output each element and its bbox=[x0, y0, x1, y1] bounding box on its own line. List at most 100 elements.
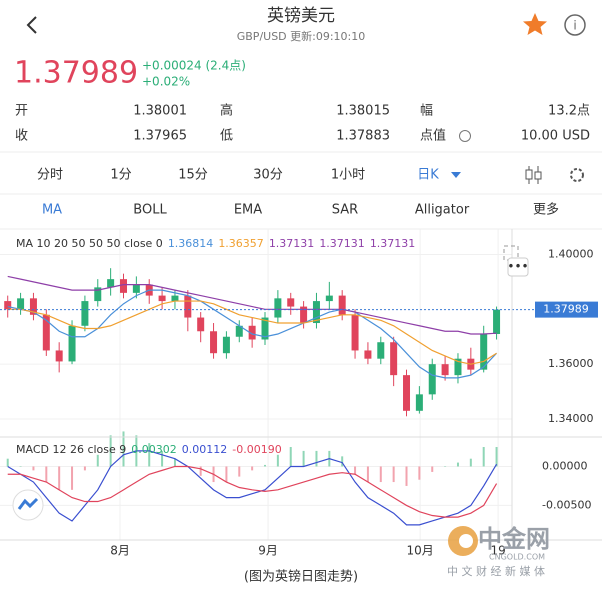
macd-bar bbox=[225, 466, 228, 483]
legend-value: 0.00112 bbox=[182, 443, 228, 456]
legend-value: 0.00302 bbox=[131, 443, 177, 456]
legend-value: 1.36814 bbox=[168, 237, 214, 250]
stat-value: 1.38015 bbox=[336, 104, 390, 119]
dropdown bbox=[451, 172, 461, 178]
candle-body bbox=[312, 301, 320, 324]
macd-bar bbox=[495, 447, 498, 467]
macd-bar bbox=[83, 466, 86, 471]
macd-bar bbox=[469, 458, 472, 467]
candle-body bbox=[390, 342, 398, 376]
candle-body bbox=[248, 325, 256, 340]
macd-bar bbox=[354, 466, 357, 475]
indicator-tab[interactable]: 更多 bbox=[533, 202, 559, 218]
indicator-tab[interactable]: MA bbox=[42, 203, 62, 218]
macd-bar bbox=[58, 466, 61, 490]
stat-value: 10.00 USD bbox=[521, 129, 590, 144]
stat-value: 1.38001 bbox=[133, 104, 187, 119]
macd-bar bbox=[148, 443, 151, 467]
legend: MACD 12 26 close 9 0.00302 0.00112 -0.00190 bbox=[16, 443, 282, 456]
candle-body bbox=[210, 331, 218, 354]
macd-bar bbox=[379, 466, 382, 483]
macd-bar bbox=[45, 466, 48, 483]
candle-body bbox=[17, 298, 25, 310]
caption: (图为英镑日图走势) bbox=[244, 569, 358, 585]
candle-body bbox=[428, 364, 436, 395]
watermark: 中金网 CNGOLD.COM 中 文 财 经 新 媒 体 bbox=[447, 525, 550, 578]
indicator-tab[interactable]: BOLL bbox=[133, 203, 167, 218]
price: 1.37989 bbox=[14, 56, 138, 91]
candle-body bbox=[4, 301, 12, 310]
indicators: MA BOLL EMA SAR Alligator 更多 bbox=[42, 202, 559, 218]
macd-bar bbox=[173, 458, 176, 467]
macd-bar bbox=[109, 435, 112, 467]
x-tick-label: 19 bbox=[490, 544, 505, 558]
tab[interactable]: 30分 bbox=[253, 168, 283, 183]
macd-bar bbox=[199, 466, 202, 476]
favorite[interactable] bbox=[523, 13, 547, 35]
tab[interactable]: 1小时 bbox=[331, 168, 365, 183]
macd-bar bbox=[238, 466, 241, 477]
x-tick-label: 8月 bbox=[110, 544, 130, 558]
macd-line bbox=[7, 450, 498, 526]
legend-value: 1.37131 bbox=[269, 237, 315, 250]
stat-value: 1.37883 bbox=[336, 129, 390, 144]
candle-body bbox=[132, 284, 140, 293]
y-tick-label: -0.00500 bbox=[542, 498, 591, 511]
y-tick-label: 1.34000 bbox=[548, 412, 594, 425]
indicator-tab[interactable]: EMA bbox=[234, 203, 262, 218]
macd-bar bbox=[122, 431, 125, 467]
percent: +0.02% bbox=[142, 75, 190, 89]
more-dots: ••• bbox=[507, 260, 528, 274]
settings[interactable] bbox=[570, 168, 584, 182]
ma-line bbox=[7, 275, 497, 335]
macd-bar bbox=[161, 450, 164, 467]
y-tick-label: 0.00000 bbox=[542, 459, 588, 472]
stat-label: 收 bbox=[15, 129, 28, 144]
macd-bar bbox=[456, 462, 459, 467]
info-icon bbox=[459, 130, 471, 142]
last-price-label: 1.37989 bbox=[543, 303, 589, 316]
candle-body bbox=[158, 295, 166, 302]
subtitle: GBP/USD 更新:09:10:10 bbox=[237, 29, 366, 43]
candle-body bbox=[377, 342, 385, 359]
tab[interactable]: 分时 bbox=[37, 168, 63, 183]
watermark-domain: CNGOLD.COM bbox=[489, 553, 545, 562]
logo bbox=[459, 534, 473, 548]
candle-body bbox=[222, 336, 230, 354]
candle-body bbox=[107, 279, 115, 288]
tab[interactable]: 15分 bbox=[178, 168, 208, 183]
back-button[interactable] bbox=[26, 16, 37, 34]
stat-label: 点值 bbox=[420, 128, 446, 144]
info-icon: i bbox=[573, 19, 576, 33]
watermark-slogan: 中 文 财 经 新 媒 体 bbox=[447, 564, 545, 578]
more-button[interactable] bbox=[507, 257, 529, 277]
legend-value: 1.37131 bbox=[319, 237, 365, 250]
stats: 开 1.38001 高 1.38015 幅 13.2点收 1.37965 低 1.37883 点值… bbox=[15, 103, 590, 144]
candle-body bbox=[325, 295, 333, 302]
candle-body bbox=[55, 350, 63, 362]
candle-body bbox=[119, 279, 127, 293]
x-tick-label: 9月 bbox=[258, 544, 278, 558]
macd-bar bbox=[289, 447, 292, 467]
macd-bar bbox=[431, 466, 434, 472]
ma-line bbox=[7, 300, 497, 365]
ma-line bbox=[7, 289, 498, 379]
candle-body bbox=[338, 295, 346, 315]
change: +0.00024 (2.4点) bbox=[142, 59, 246, 73]
candle-body bbox=[454, 358, 462, 376]
tab[interactable]: 1分 bbox=[110, 168, 131, 183]
stat-value: 1.37965 bbox=[133, 129, 187, 144]
info-button[interactable] bbox=[564, 14, 586, 36]
y-tick-label: 1.36000 bbox=[548, 357, 594, 370]
candle-body bbox=[42, 314, 50, 351]
indicator-tab[interactable]: Alligator bbox=[415, 203, 470, 218]
macd-bar bbox=[405, 466, 408, 486]
macd-bar bbox=[264, 464, 267, 467]
macd-line bbox=[7, 465, 498, 518]
tab[interactable]: 日K bbox=[417, 168, 439, 183]
y-tick-label: 1.40000 bbox=[548, 247, 594, 260]
indicator-tab[interactable]: SAR bbox=[332, 203, 358, 218]
chart-type-icon[interactable] bbox=[525, 166, 542, 184]
